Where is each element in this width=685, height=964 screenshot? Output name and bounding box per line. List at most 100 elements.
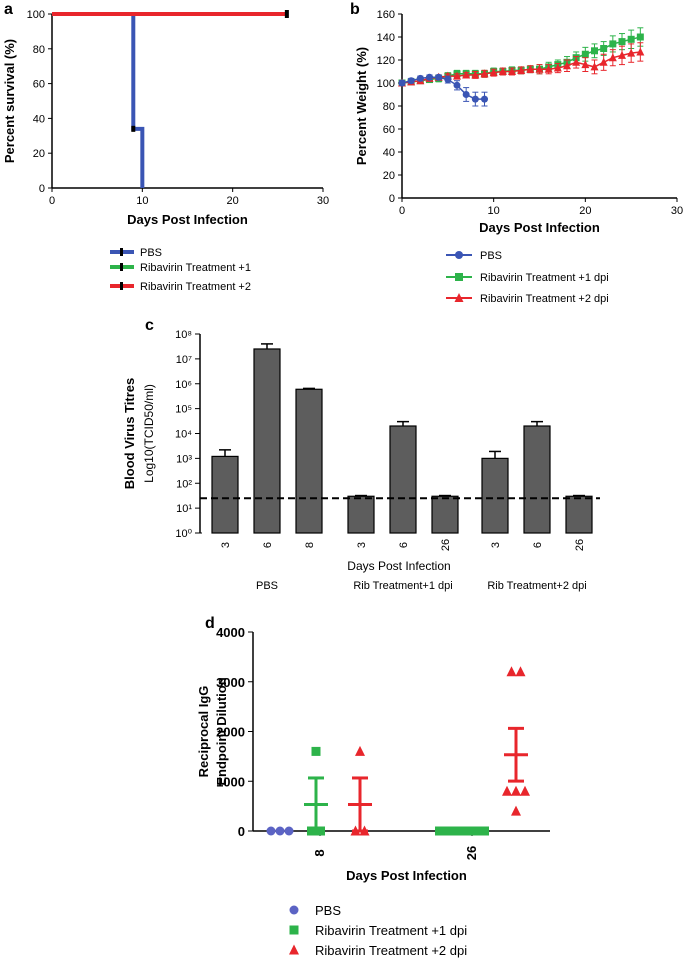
panel-c-y-tick-label: 10⁵ <box>175 404 192 416</box>
panel-b-point <box>618 38 626 46</box>
panel-d-point <box>511 785 521 796</box>
panel-d-letter: d <box>205 615 215 632</box>
panel-a-y-tick-label: 60 <box>33 79 45 91</box>
panel-a-y-tick-label: 40 <box>33 113 45 125</box>
panel-c-x-tick-label: 26 <box>574 539 586 551</box>
panel-c-x-tick-label: 8 <box>304 542 316 548</box>
panel-a-y-tick-label: 20 <box>33 148 45 160</box>
panel-b-point <box>627 48 636 57</box>
panel-d-y-label-line2: Endpoint Dilution <box>214 677 229 785</box>
panel-b-y-tick-label: 0 <box>389 193 395 205</box>
panel-b-point <box>608 53 617 62</box>
panel-d-x-label: Days Post Infection <box>346 868 467 883</box>
panel-a-y-tick-label: 100 <box>27 9 45 21</box>
panel-b-x-label: Days Post Infection <box>479 220 600 235</box>
panel-b-point <box>481 95 488 103</box>
panel-b-y-tick-label: 40 <box>383 147 395 159</box>
panel-b-point <box>535 64 544 73</box>
panel-a-legend-swatch-mark <box>120 282 123 290</box>
panel-c-bar <box>253 348 281 534</box>
panel-d-y-tick-label: 4000 <box>216 625 245 640</box>
panel-d-y-tick-label: 2000 <box>216 725 245 740</box>
panel-b-point <box>498 67 507 75</box>
panel-d-point <box>515 666 526 677</box>
panel-d-legend-marker <box>289 925 299 935</box>
panel-b-x-tick-label: 10 <box>488 205 500 217</box>
panel-b-point <box>627 35 635 43</box>
panel-b-legend-marker <box>455 251 463 259</box>
panel-b-point <box>480 69 489 78</box>
panel-c-group-label: PBS <box>256 580 278 592</box>
panel-c-x-tick-label: 6 <box>532 542 544 548</box>
panel-b-y-tick-label: 80 <box>383 101 395 113</box>
panel-c-x-tick-label: 3 <box>220 542 232 548</box>
panel-b-point <box>508 67 516 75</box>
panel-b-letter: b <box>350 1 360 18</box>
panel-b-point <box>489 68 498 77</box>
panel-b-x-tick-label: 30 <box>671 205 683 217</box>
panel-a-x-label: Days Post Infection <box>127 212 248 227</box>
panel-c-bar <box>295 388 323 534</box>
panel-d-x-tick-label: 8 <box>312 849 327 856</box>
panel-c-y-tick-label: 10⁰ <box>175 528 192 540</box>
panel-d-point <box>435 826 444 836</box>
panel-b-point <box>471 95 479 103</box>
panel-b-point <box>581 60 590 69</box>
panel-b-point <box>517 65 526 74</box>
panel-b-point <box>591 47 598 55</box>
panel-b-point <box>398 79 406 87</box>
panel-a-censor-mark <box>131 125 136 132</box>
panel-c-y-label-line1: Blood Virus Titres <box>122 378 137 490</box>
panel-b-point <box>563 61 571 70</box>
panel-d-point <box>471 826 480 836</box>
panel-a-legend-label: Ribavirin Treatment +2 <box>140 281 251 293</box>
panel-b-point <box>590 62 599 71</box>
panel-b-legend-label: Ribavirin Treatment +2 dpi <box>480 293 609 305</box>
panel-b-point <box>462 70 471 79</box>
panel-b-x-tick-label: 0 <box>399 205 405 217</box>
panel-b-point <box>618 50 626 59</box>
panel-b-y-tick-label: 100 <box>377 78 395 90</box>
panel-a-censor-mark <box>284 10 289 18</box>
panel-b-legend-marker <box>454 293 464 302</box>
panel-b-point <box>572 57 581 66</box>
panel-d-point <box>284 826 294 836</box>
panel-c-x-tick-label: 3 <box>356 542 368 548</box>
panel-b-point <box>416 74 424 82</box>
panel-d-y-tick-label: 3000 <box>216 675 245 690</box>
panel-c-letter: c <box>145 317 154 334</box>
panel-b-point <box>581 50 589 58</box>
panel-b-point <box>453 71 461 80</box>
panel-a-series-line-0 <box>52 12 145 188</box>
panel-b-point <box>553 63 562 72</box>
panel-b-legend-marker <box>455 273 463 281</box>
panel-c-y-tick-label: 10³ <box>176 453 192 465</box>
panel-b-y-tick-label: 140 <box>377 32 395 44</box>
panel-d-legend-marker <box>289 944 299 955</box>
panel-d-point <box>311 746 321 756</box>
panel-c-bar <box>431 495 459 534</box>
panel-c-bar <box>565 495 593 534</box>
panel-c-bar <box>347 495 375 534</box>
panel-b-legend-label: PBS <box>480 250 502 262</box>
panel-d-point <box>480 826 489 836</box>
panel-c-bar <box>389 425 417 534</box>
panel-b-y-label: Percent Weight (%) <box>354 47 369 165</box>
panel-c-group-label: Rib Treatment+1 dpi <box>353 580 452 592</box>
panel-b-point <box>407 77 415 85</box>
panel-b-point <box>526 64 535 73</box>
panel-b-y-tick-label: 120 <box>377 55 395 67</box>
panel-d-point <box>444 826 453 836</box>
panel-b-point <box>471 70 480 79</box>
panel-b-y-tick-label: 20 <box>383 170 395 182</box>
panel-b-y-tick-label: 60 <box>383 124 395 136</box>
panel-d-y-label-line1: Reciprocal IgG <box>196 686 211 778</box>
panel-d-legend-label: Ribavirin Treatment +2 dpi <box>315 943 467 958</box>
panel-c-x-tick-label: 6 <box>398 542 410 548</box>
panel-d-legend-label: PBS <box>315 903 341 918</box>
panel-b-point <box>636 33 644 41</box>
panel-a-x-tick-label: 10 <box>136 195 148 207</box>
panel-d-y-tick-label: 1000 <box>216 774 245 789</box>
panel-d-y-tick-label: 0 <box>238 824 245 839</box>
